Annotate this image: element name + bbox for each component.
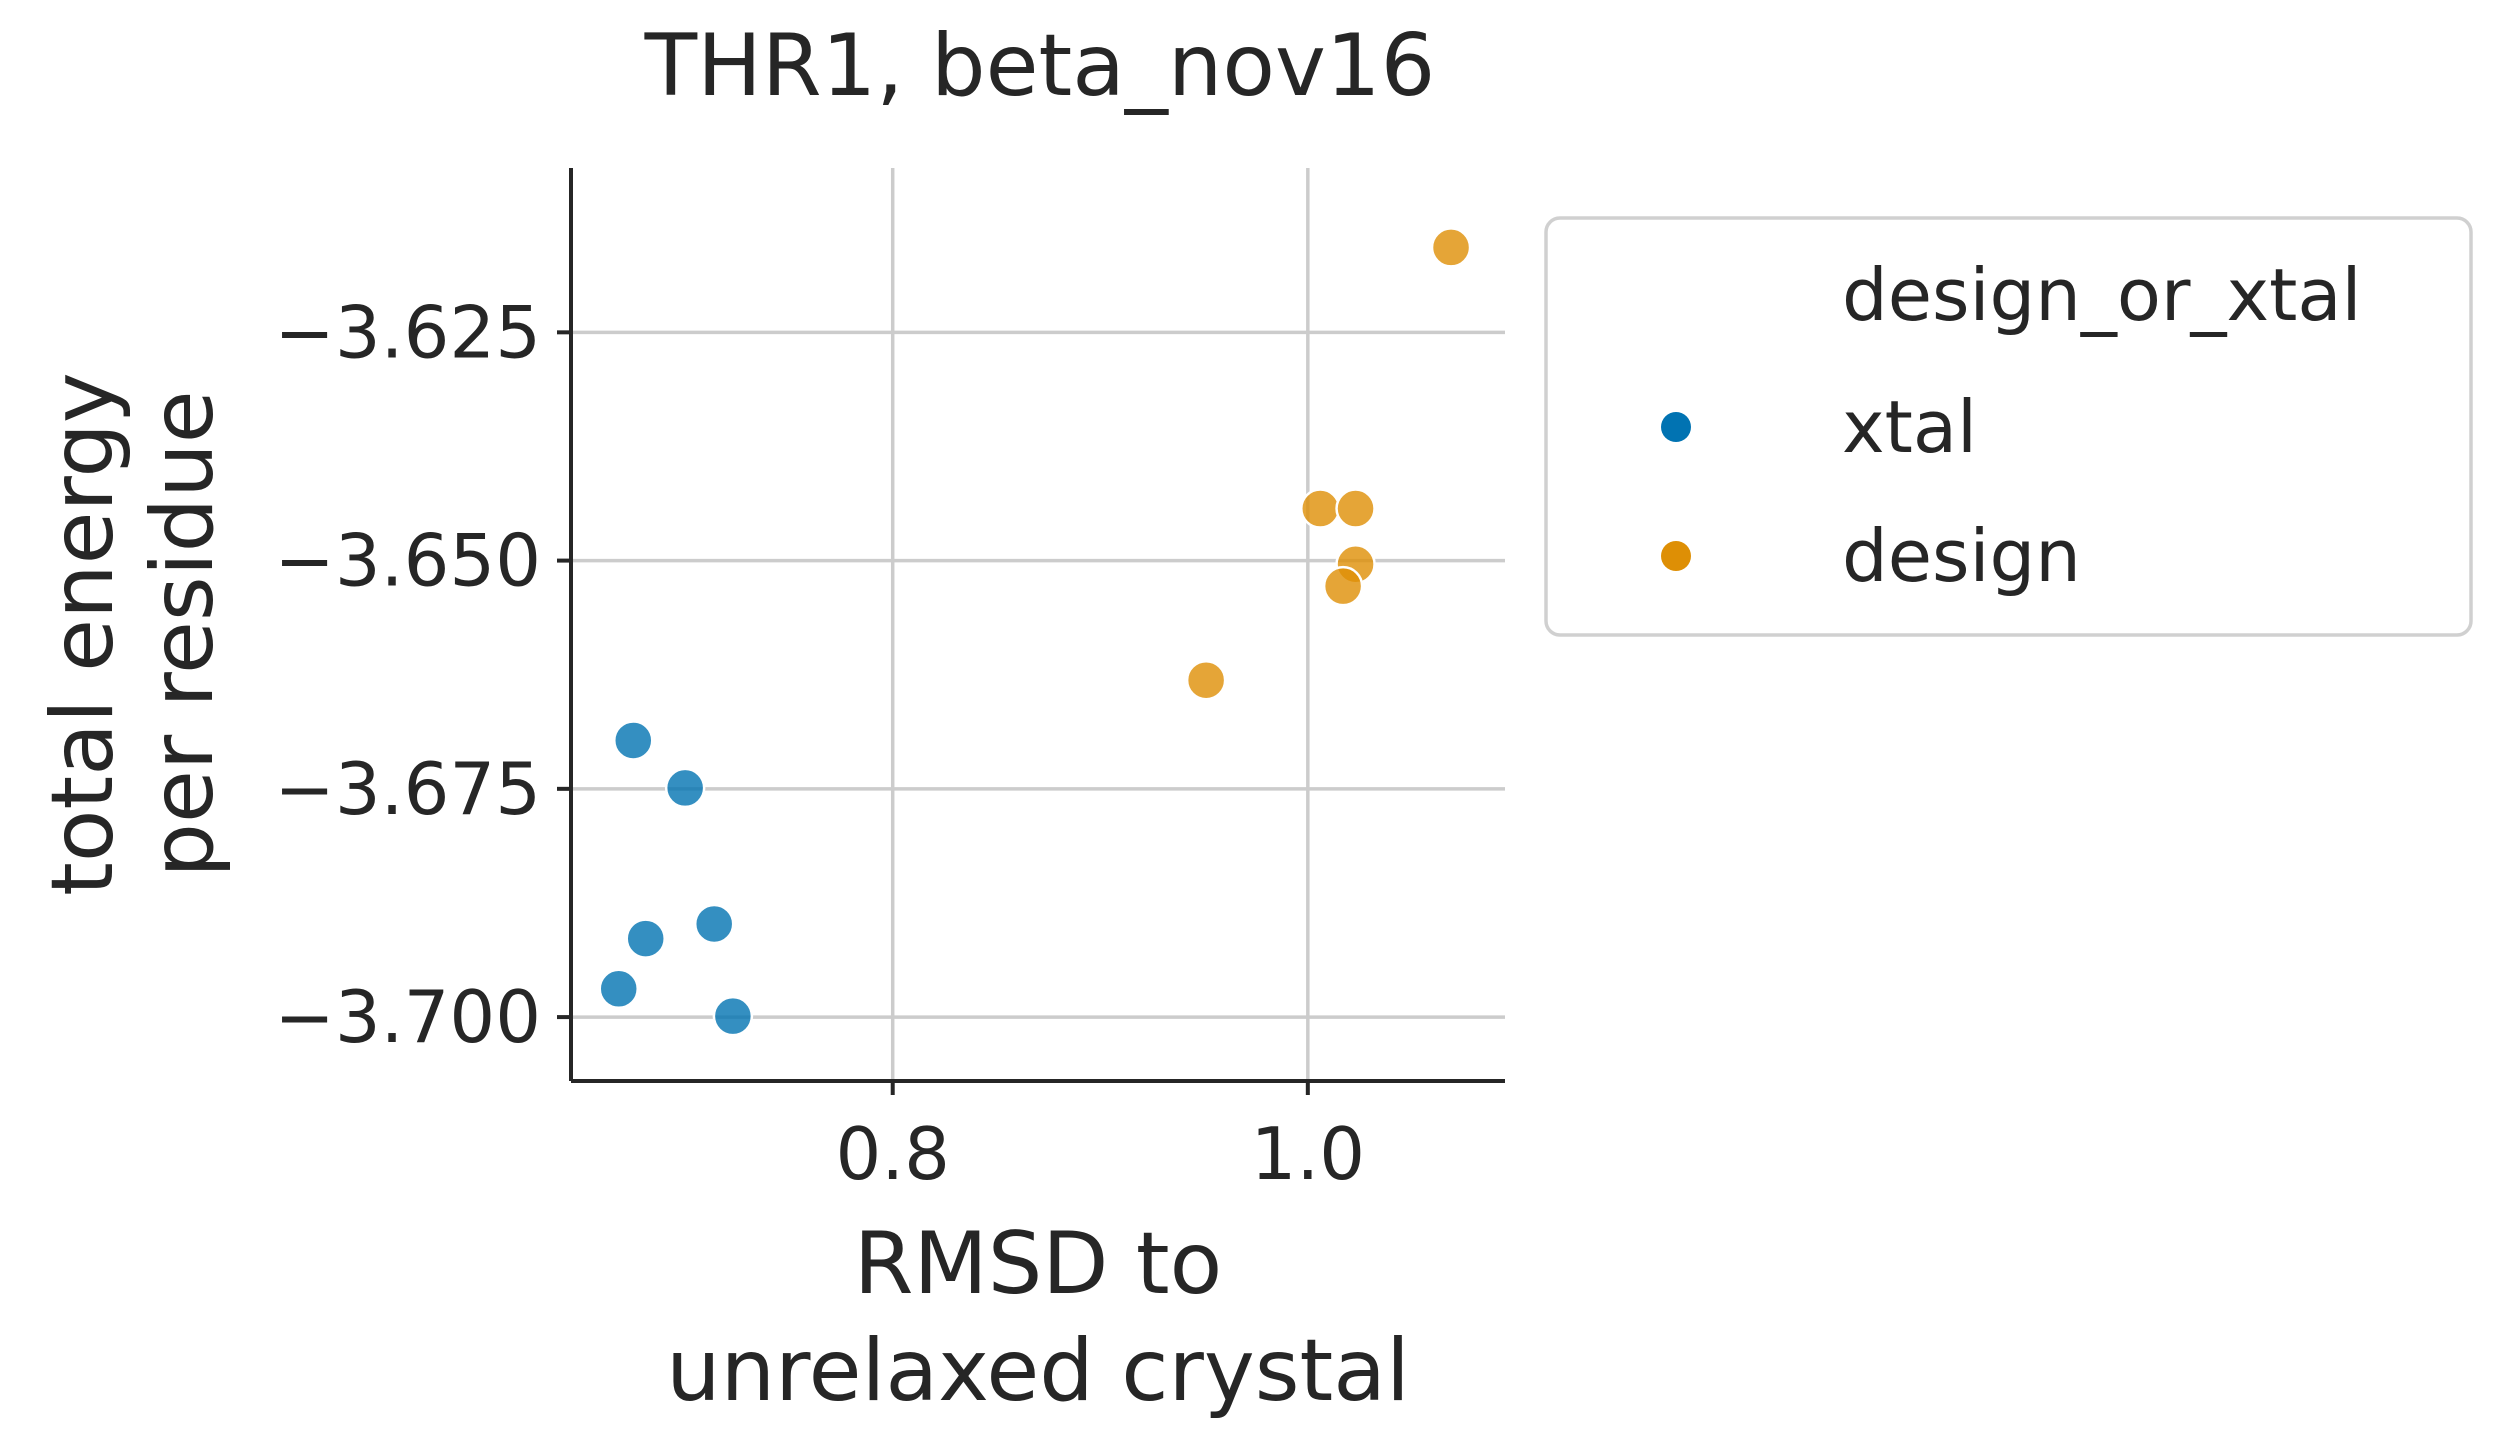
y-tick-label-3: −3.700 [275, 975, 541, 1059]
point-xtal-3 [625, 918, 666, 959]
point-xtal-5 [712, 995, 754, 1037]
point-xtal-4 [598, 968, 639, 1010]
x-tick-label-1: 1.0 [1251, 1112, 1366, 1196]
chart-title: THR1, beta_nov16 [644, 16, 1436, 116]
legend-marker-design [1661, 541, 1691, 571]
legend-frame [1544, 216, 2473, 637]
y-tick-label-0: −3.625 [275, 290, 541, 374]
x-axis-label-line2: unrelaxed crystal [666, 1321, 1410, 1421]
grid-lines [571, 168, 1505, 1081]
point-design-4 [1322, 565, 1364, 607]
data-points [598, 227, 1472, 1037]
x-axis-label-line1: RMSD to [854, 1214, 1222, 1314]
axes: 0.8 1.0 −3.625 −3.650 −3.675 −3.700 [275, 168, 1505, 1196]
point-xtal-1 [664, 767, 706, 809]
x-tick-label-0: 0.8 [835, 1112, 950, 1196]
point-design-2 [1335, 488, 1376, 529]
point-xtal-0 [613, 720, 654, 761]
y-axis-label-line2: per residue [133, 390, 233, 877]
legend: design_or_xtal xtal design [1544, 216, 2473, 637]
y-tick-label-1: −3.650 [275, 519, 541, 603]
legend-label-design: design [1842, 514, 2081, 598]
y-axis-label-line1: total energy [33, 372, 133, 896]
legend-title: design_or_xtal [1842, 253, 2361, 337]
legend-marker-xtal [1661, 412, 1691, 442]
point-design-5 [1185, 659, 1227, 701]
y-tick-label-2: −3.675 [275, 747, 541, 831]
point-design-0 [1430, 227, 1472, 268]
point-design-1 [1300, 488, 1341, 529]
legend-label-xtal: xtal [1842, 385, 1977, 469]
point-xtal-2 [693, 903, 735, 945]
